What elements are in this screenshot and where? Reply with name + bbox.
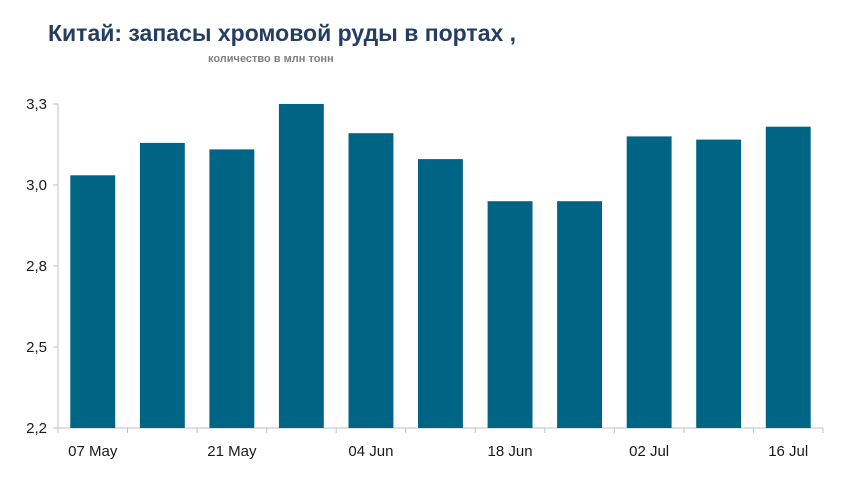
bar (557, 201, 602, 428)
bar (348, 133, 394, 428)
x-tick-label: 18 Jun (488, 443, 533, 460)
chart-subtitle: количество в млн тонн (208, 53, 334, 65)
y-tick-label: 2,2 (26, 420, 47, 437)
y-tick-label: 2,8 (26, 258, 47, 275)
bar (70, 175, 116, 428)
bar (209, 149, 255, 428)
bar (626, 136, 672, 428)
bar (487, 201, 533, 428)
x-tick-label: 02 Jul (629, 443, 669, 460)
x-tick-label: 16 Jul (768, 443, 808, 460)
bar (696, 139, 742, 428)
bar (765, 126, 811, 428)
bar (139, 142, 185, 428)
x-tick-label: 04 Jun (348, 443, 393, 460)
chart-title: Китай: запасы хромовой руды в портах , (48, 20, 517, 46)
bar (418, 159, 463, 428)
y-tick-label: 3,3 (26, 96, 47, 113)
bar (278, 104, 324, 428)
x-tick-label: 07 May (68, 443, 118, 460)
y-tick-label: 3,0 (26, 177, 47, 194)
y-tick-label: 2,5 (26, 339, 47, 356)
x-tick-label: 21 May (207, 443, 257, 460)
